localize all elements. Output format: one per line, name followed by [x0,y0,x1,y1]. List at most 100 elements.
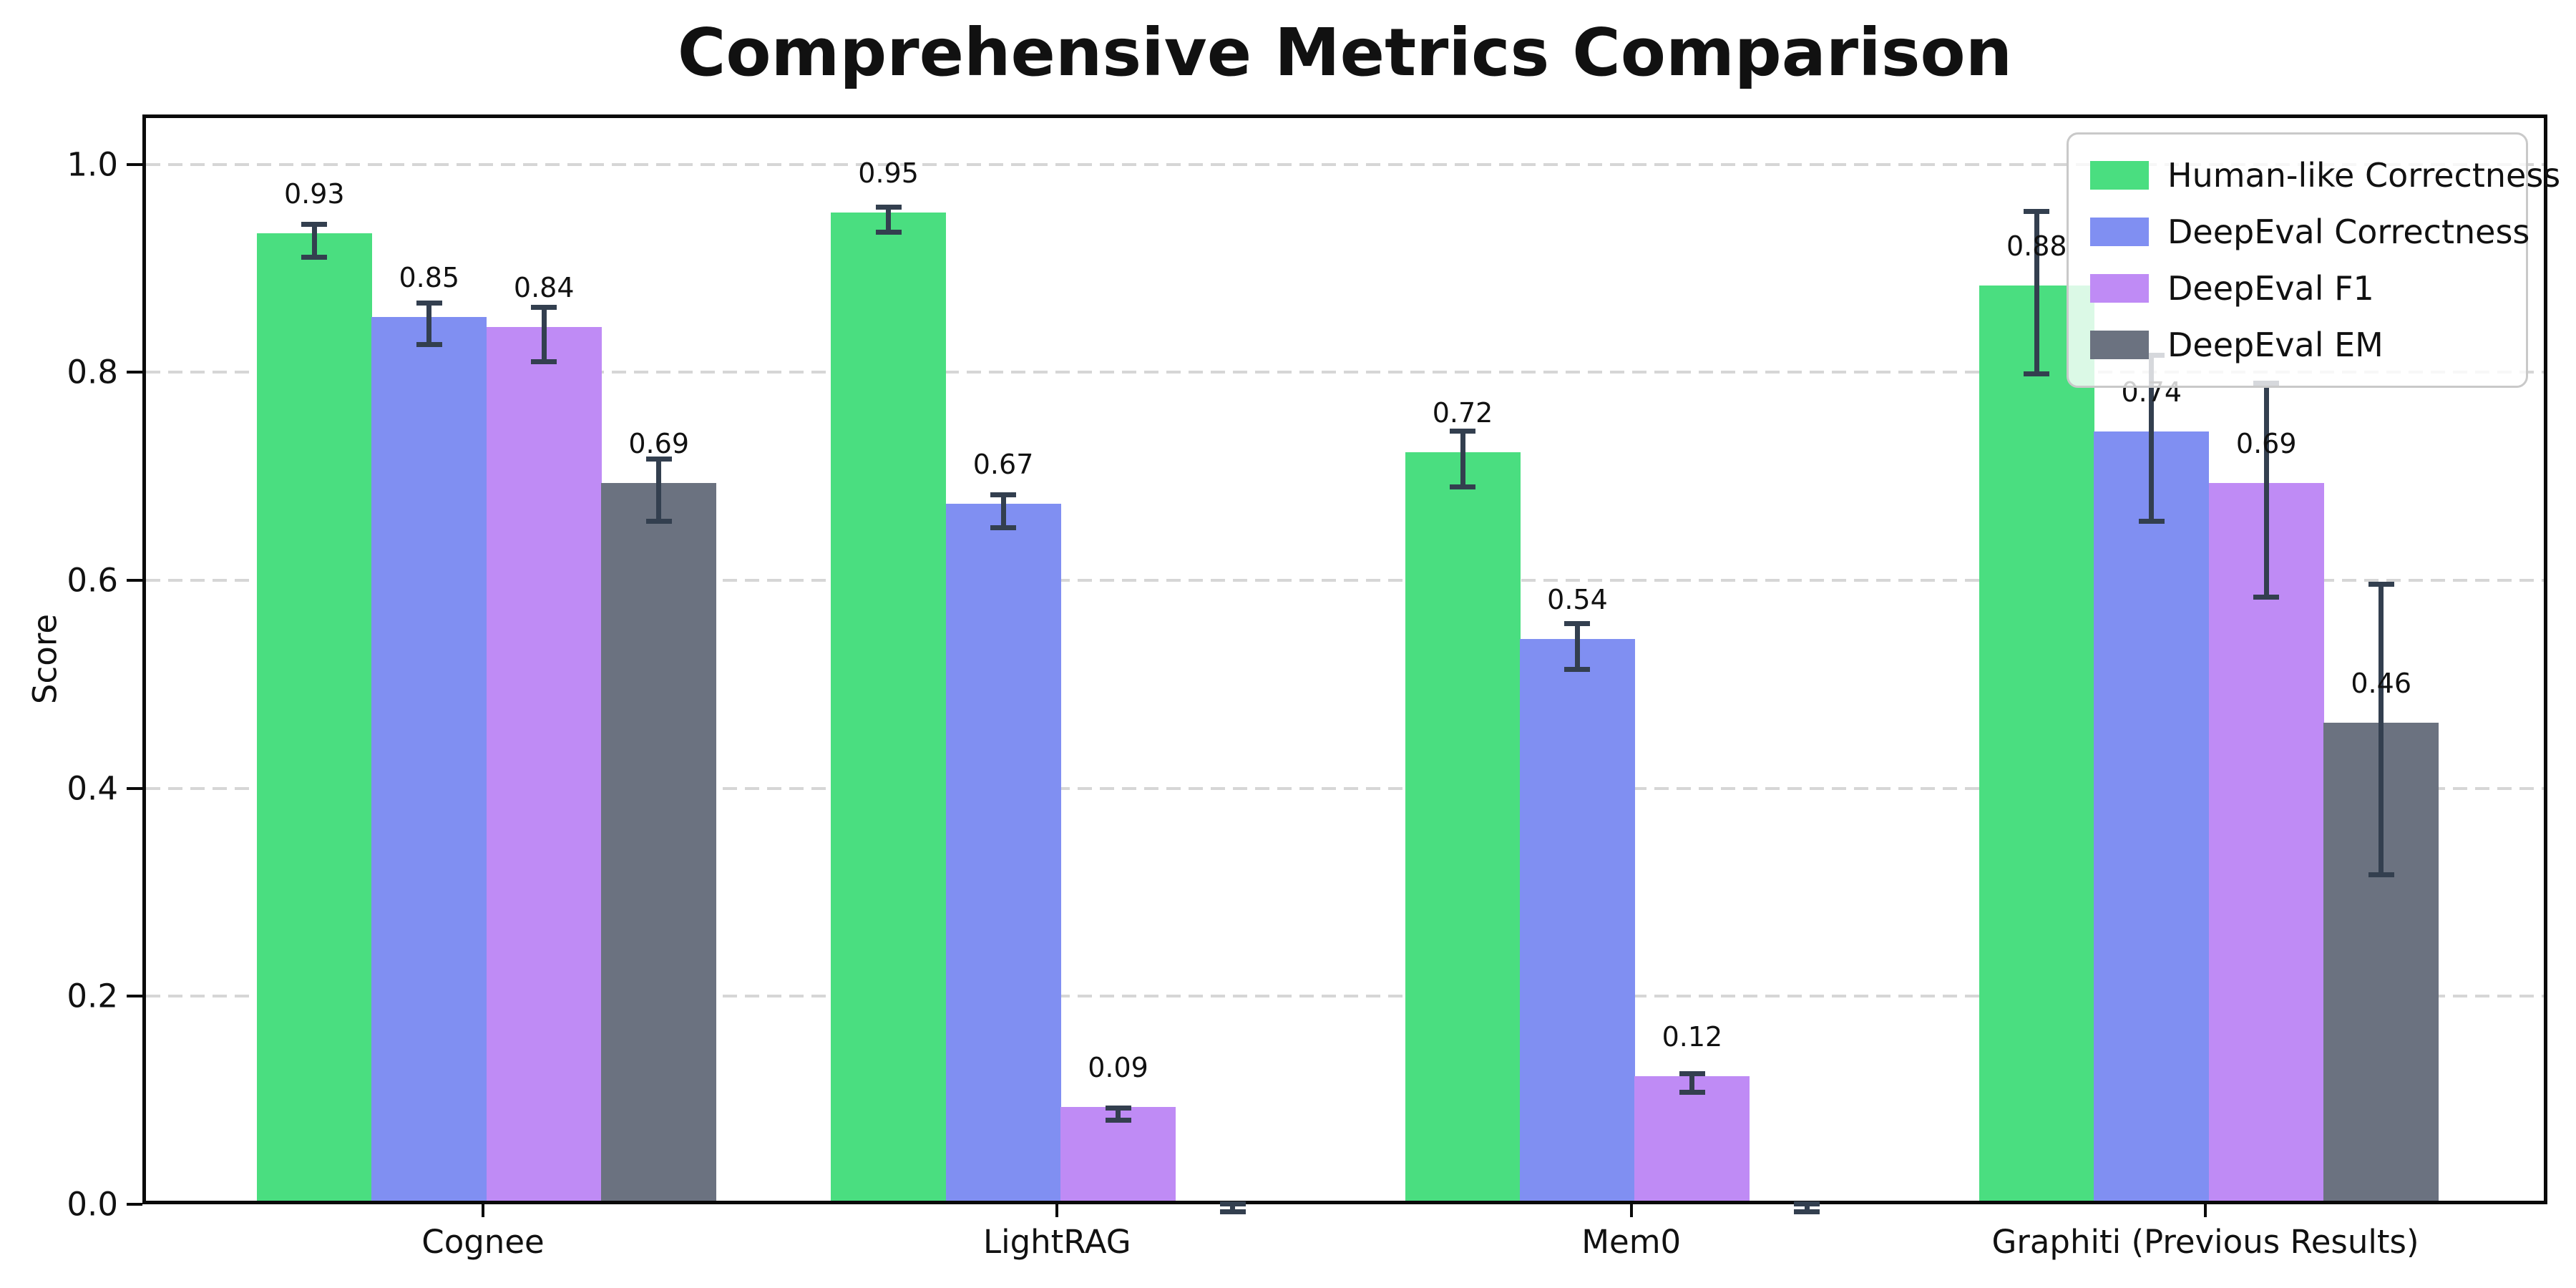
bar-value-label: 0.88 [2006,230,2067,263]
legend-label: DeepEval F1 [2167,268,2374,308]
bar-value-label: 0.54 [1547,584,1608,616]
y-axis-tick [127,162,142,166]
error-bar-cap-bottom [2024,371,2050,376]
y-tick-label: 0.8 [67,353,118,391]
bar-1-3 [1405,452,1521,1201]
y-axis-label: Score [26,613,64,705]
error-bar-cap-top [1219,1201,1246,1206]
bar-1-4 [1979,286,2094,1201]
error-bar-cap-top [2368,581,2394,587]
bar-value-label: 0.95 [858,157,919,190]
error-bar-cap-bottom [1679,1090,1705,1096]
y-tick-label: 0.4 [67,769,118,808]
error-bar-cap-top [416,301,442,306]
bar-2-2 [945,504,1061,1201]
error-bar [1230,1204,1236,1212]
bar-4-1 [601,483,717,1201]
legend-item: Human-like Correctness [2090,159,2560,192]
x-axis-tick [1629,1204,1633,1217]
bar-2-4 [2094,431,2210,1201]
error-bar [2263,383,2269,597]
y-axis-tick [127,371,142,374]
error-bar-cap-bottom [2138,519,2165,525]
legend: Human-like Correctness DeepEval Correctne… [2067,132,2560,388]
x-tick-label: LightRAG [982,1223,1131,1261]
error-bar-cap-bottom [1450,484,1475,490]
error-bar [1689,1073,1695,1093]
error-bar-cap-bottom [990,525,1017,531]
error-bar-cap-top [645,457,672,462]
y-tick-label: 0.0 [67,1185,118,1224]
error-bar [1804,1204,1810,1212]
bar-3-3 [1634,1075,1750,1201]
error-bar [1574,623,1580,670]
error-bar-cap-bottom [531,358,557,364]
legend-label: DeepEval Correctness [2167,213,2530,252]
error-bar-cap-top [875,205,902,210]
y-axis-tick [127,786,142,790]
error-bar-cap-top [990,492,1017,497]
x-tick-label: Mem0 [1581,1223,1682,1261]
error-bar-cap-bottom [2368,872,2394,878]
chart-title: Comprehensive Metrics Comparison [677,14,2013,91]
error-bar-cap-top [531,304,557,310]
legend-swatch [2090,218,2149,247]
error-bar [1460,431,1465,487]
bar-3-4 [2208,483,2324,1201]
error-bar [886,207,892,233]
y-tick-label: 0.2 [67,977,118,1015]
error-bar-cap-top [1450,428,1475,434]
bar-value-label: 0.84 [513,272,575,304]
gridline [146,579,2544,582]
y-tick-label: 1.0 [67,145,118,184]
legend-swatch [2090,161,2149,190]
error-bar [2034,211,2039,374]
error-bar-cap-bottom [1564,666,1591,672]
error-bar [311,224,317,258]
gridline [146,995,2544,998]
error-bar-cap-bottom [301,255,328,260]
error-bar [2149,355,2155,522]
bar-value-label: 0.67 [972,449,1034,481]
bar-value-label: 0.69 [628,428,689,460]
error-bar-cap-top [1679,1071,1705,1077]
legend-item: DeepEval F1 [2090,272,2504,305]
legend-item: DeepEval Correctness [2090,215,2529,248]
bar-value-label: 0.46 [2351,667,2411,699]
legend-swatch [2090,273,2149,303]
bar-value-label: 0.72 [1432,396,1493,429]
bar-value-label: 0.93 [283,178,345,210]
error-bar [426,303,432,345]
bar-value-label: 0.09 [1088,1052,1148,1084]
error-bar-cap-bottom [416,342,442,348]
bar-1-2 [831,213,947,1201]
gridline [146,786,2544,790]
gridline [146,371,2544,374]
error-bar [2379,584,2384,875]
y-axis-tick [127,1203,142,1206]
legend-item: DeepEval EM [2090,328,2504,361]
bar-1-1 [256,233,372,1201]
error-bar [656,459,662,522]
y-axis-tick [127,995,142,998]
bar-value-label: 0.85 [399,261,460,293]
error-bar-cap-bottom [1219,1209,1246,1215]
error-bar-cap-bottom [1105,1118,1131,1123]
error-bar-cap-bottom [645,519,672,525]
error-bar-cap-top [301,221,328,227]
legend-swatch [2090,330,2149,359]
y-axis-tick [127,579,142,582]
bar-value-label: 0.69 [2235,428,2297,460]
error-bar-cap-top [1105,1105,1131,1111]
error-bar-cap-bottom [2253,595,2280,600]
error-bar [1000,494,1006,528]
error-bar [1116,1108,1121,1121]
bar-2-1 [371,316,487,1201]
x-tick-label: Graphiti (Previous Results) [1991,1223,2419,1261]
error-bar-cap-bottom [1794,1209,1820,1215]
error-bar-cap-top [2024,209,2050,215]
x-tick-label: Cognee [421,1223,545,1261]
bar-2-3 [1519,639,1635,1201]
error-bar-cap-top [1794,1201,1820,1206]
